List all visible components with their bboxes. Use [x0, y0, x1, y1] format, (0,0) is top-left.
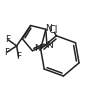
Text: N: N: [34, 44, 41, 53]
Text: F: F: [5, 48, 10, 57]
Text: Cl: Cl: [49, 25, 58, 35]
Text: N: N: [45, 24, 52, 33]
Text: F: F: [6, 35, 11, 44]
Text: N: N: [46, 41, 53, 50]
Text: F: F: [16, 52, 21, 61]
